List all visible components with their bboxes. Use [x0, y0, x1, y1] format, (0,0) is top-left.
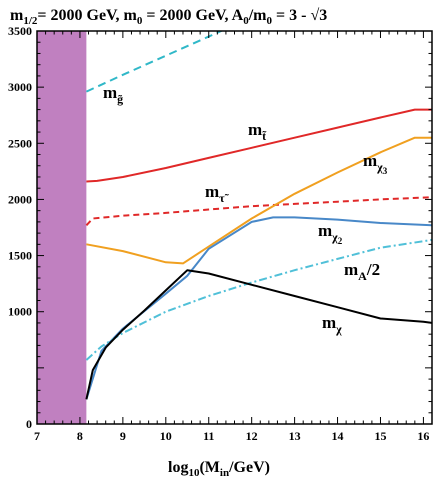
- label-chi2: mχ2: [318, 221, 343, 246]
- series-layer: [85, 31, 432, 400]
- x-tick-label: 11: [203, 429, 214, 443]
- series-mA2: [85, 238, 432, 361]
- chart-title: m1/2= 2000 GeV, m0 = 2000 GeV, A0/m0 = 3…: [10, 7, 327, 27]
- label-gluino: mg̃: [103, 83, 123, 106]
- series-chi3: [86, 136, 432, 265]
- x-tick-label: 15: [374, 429, 386, 443]
- x-tick-label: 14: [332, 429, 344, 443]
- x-axis-label: log10(Min/GeV): [168, 459, 270, 479]
- excluded-region: [37, 31, 87, 424]
- y-tick-label: 2000: [8, 192, 32, 206]
- label-chi3: mχ3: [363, 151, 388, 176]
- x-tick-label: 9: [120, 429, 126, 443]
- label-chi: mχ: [322, 313, 342, 336]
- y-tick-label: 0: [26, 417, 32, 431]
- y-tick-label: 3000: [8, 80, 32, 94]
- x-tick-label: 10: [160, 429, 172, 443]
- series-gluino: [85, 31, 224, 93]
- axes: [36, 30, 433, 425]
- x-tick-label: 8: [77, 429, 83, 443]
- series-stau: [85, 196, 432, 226]
- series-chi: [85, 269, 432, 400]
- label-stop: mt̃: [248, 120, 266, 143]
- y-tick-label: 3500: [8, 24, 32, 38]
- x-tick-label: 12: [246, 429, 258, 443]
- series-stop: [86, 108, 432, 183]
- label-stau: mτ̃: [205, 182, 229, 205]
- x-tick-label: 16: [417, 429, 429, 443]
- tick-labels: 7 8 9 10 11 12 13 14 15 16 0 1000 1500 2000 2500 3000 35…: [8, 24, 429, 443]
- y-tick-label: 2500: [8, 136, 32, 150]
- series-chi2: [85, 216, 432, 400]
- x-tick-label: 7: [34, 429, 40, 443]
- y-tick-label: 1500: [8, 249, 32, 263]
- x-tick-label: 13: [289, 429, 301, 443]
- excluded-region-rect: [37, 31, 87, 424]
- y-tick-label: 1000: [8, 305, 32, 319]
- curve-labels: mg̃ mt̃ mχ3 mτ̃ mχ2 mA/2 mχ: [103, 83, 388, 336]
- label-mA2: mA/2: [344, 260, 380, 283]
